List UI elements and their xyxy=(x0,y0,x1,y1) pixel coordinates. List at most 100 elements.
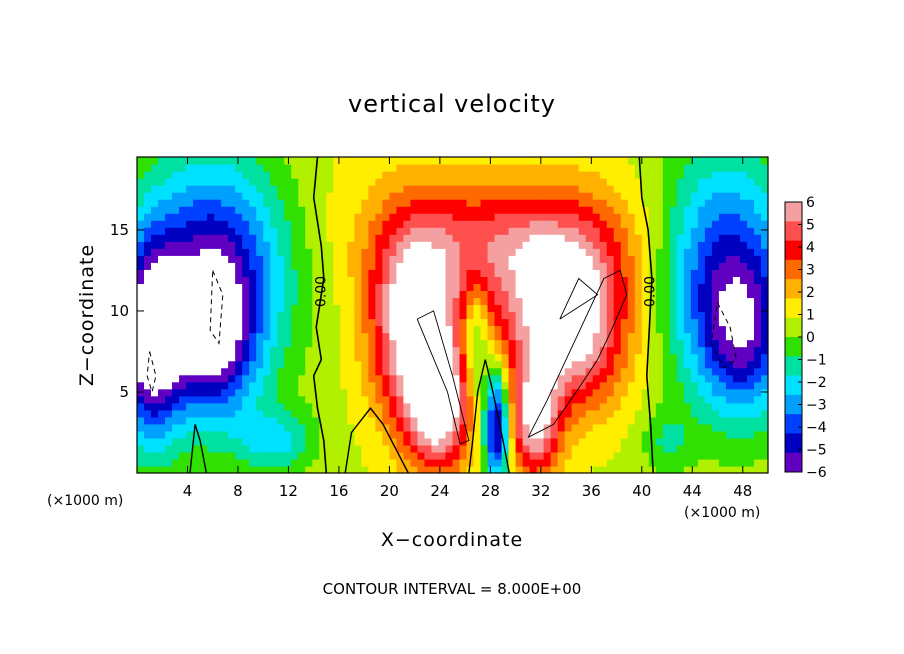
field-cell xyxy=(361,199,369,207)
field-cell xyxy=(613,269,622,277)
field-cell xyxy=(270,171,278,179)
field-cell xyxy=(606,409,615,418)
field-cell xyxy=(228,346,236,355)
field-cell xyxy=(711,255,720,263)
field-cell xyxy=(585,318,594,327)
field-cell xyxy=(543,234,552,242)
field-cell xyxy=(515,381,524,390)
field-cell xyxy=(508,213,517,221)
field-cell xyxy=(739,325,748,334)
field-cell xyxy=(662,409,671,418)
contour-lines xyxy=(146,157,737,473)
field-cell xyxy=(312,178,320,186)
field-cell xyxy=(634,332,643,341)
field-cell xyxy=(529,444,538,453)
field-cell xyxy=(256,171,264,179)
field-cell xyxy=(704,241,713,249)
field-cell xyxy=(207,318,215,327)
field-cell xyxy=(543,178,552,186)
field-cell xyxy=(417,192,426,200)
field-cell xyxy=(494,332,503,341)
field-cell xyxy=(746,199,755,207)
field-cell xyxy=(676,339,685,348)
field-cell xyxy=(186,241,194,249)
field-cell xyxy=(655,367,664,376)
field-cell xyxy=(305,346,313,355)
field-cell xyxy=(403,430,412,439)
field-cell xyxy=(515,416,524,425)
field-cell xyxy=(403,276,412,284)
field-cell xyxy=(312,318,320,327)
field-cell xyxy=(417,171,426,179)
field-cell xyxy=(718,451,727,460)
field-cell xyxy=(172,171,180,179)
field-cell xyxy=(382,234,390,242)
field-cell xyxy=(466,220,475,228)
field-cell xyxy=(613,353,622,362)
field-cell xyxy=(613,395,622,404)
field-cell xyxy=(403,325,412,334)
field-cell xyxy=(424,332,433,341)
field-cell xyxy=(620,234,629,242)
field-cell xyxy=(522,430,531,439)
field-cell xyxy=(669,465,678,473)
field-cell xyxy=(564,451,573,460)
field-cell xyxy=(242,465,250,473)
field-cell xyxy=(284,346,292,355)
field-cell xyxy=(753,332,762,341)
field-cell xyxy=(606,262,615,270)
field-cell xyxy=(172,353,180,362)
field-cell xyxy=(158,248,166,256)
field-cell xyxy=(592,402,601,411)
field-cell xyxy=(284,353,292,362)
field-cell xyxy=(760,234,768,242)
field-cell xyxy=(571,311,580,320)
field-cell xyxy=(725,395,734,404)
field-cell xyxy=(270,353,278,362)
field-cell xyxy=(634,262,643,270)
field-cell xyxy=(333,339,341,348)
field-cell xyxy=(165,444,173,453)
field-cell xyxy=(158,395,166,404)
field-cell xyxy=(620,171,629,179)
field-cell xyxy=(732,346,741,355)
field-cell xyxy=(690,248,699,256)
field-cell xyxy=(480,290,489,299)
field-cell xyxy=(200,388,208,397)
field-cell xyxy=(459,304,468,313)
field-cell xyxy=(249,395,257,404)
field-cell xyxy=(242,304,250,313)
field-cell xyxy=(641,465,650,473)
field-cell xyxy=(697,423,706,432)
field-cell xyxy=(137,437,145,446)
field-cell xyxy=(473,269,482,277)
field-cell xyxy=(536,220,545,228)
field-cell xyxy=(522,262,531,270)
field-cell xyxy=(221,325,229,334)
field-cell xyxy=(704,423,713,432)
field-cell xyxy=(683,444,692,453)
field-cell xyxy=(312,332,320,341)
field-cell xyxy=(599,220,608,228)
field-cell xyxy=(746,290,755,299)
field-cell xyxy=(354,430,362,439)
field-cell xyxy=(158,346,166,355)
field-cell xyxy=(158,171,166,179)
field-cell xyxy=(480,192,489,200)
field-cell xyxy=(340,374,348,383)
field-cell xyxy=(515,332,524,341)
field-cell xyxy=(312,304,320,313)
field-cell xyxy=(515,248,524,256)
field-cell xyxy=(494,318,503,327)
field-cell xyxy=(606,458,615,467)
field-cell xyxy=(291,409,299,418)
field-cell xyxy=(683,206,692,214)
field-cell xyxy=(718,178,727,186)
field-cell xyxy=(627,269,636,277)
field-cell xyxy=(424,234,433,242)
field-cell xyxy=(291,437,299,446)
field-cell xyxy=(515,409,524,418)
field-cell xyxy=(389,157,398,165)
x-tick-label: 48 xyxy=(733,482,752,500)
field-cell xyxy=(298,402,306,411)
